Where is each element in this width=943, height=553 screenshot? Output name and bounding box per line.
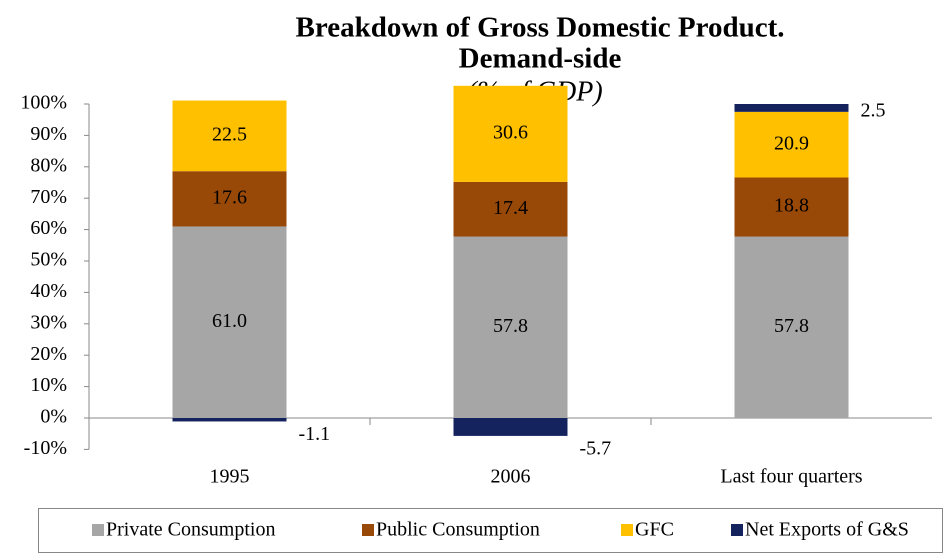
legend-label: Public Consumption (376, 519, 540, 541)
legend-box (38, 508, 943, 553)
y-tick-label: 40% (30, 280, 67, 302)
value-label: 20.9 (774, 132, 809, 154)
bar-segment (172, 100, 287, 172)
legend-swatch (621, 524, 633, 536)
chart-title: Breakdown of Gross Domestic Product. (296, 12, 785, 44)
legend-swatch (731, 524, 743, 536)
value-label: 18.8 (774, 195, 809, 217)
bar-segment (453, 181, 568, 237)
bar-segment (453, 236, 568, 418)
bar-segment (172, 226, 287, 418)
y-tick-label: 70% (30, 186, 67, 208)
bar-segment (734, 177, 849, 237)
y-tick-label: 60% (30, 217, 67, 239)
bar-segment (172, 171, 287, 227)
value-label: 57.8 (774, 315, 809, 337)
value-label: 22.5 (212, 123, 247, 145)
value-label: 57.8 (493, 315, 528, 337)
y-tick-label: 10% (30, 374, 67, 396)
value-label: 61.0 (212, 310, 247, 332)
y-tick-label: 90% (30, 123, 67, 145)
legend-swatch (362, 524, 374, 536)
legend-label: Net Exports of G&S (745, 519, 909, 541)
value-label: 17.6 (212, 186, 247, 208)
value-label: 2.5 (861, 100, 886, 122)
y-tick-label: 30% (30, 311, 67, 333)
x-tick-label: 1995 (210, 466, 250, 488)
bar-segment (453, 418, 568, 436)
legend-swatch (92, 524, 104, 536)
bar-segment (734, 236, 849, 418)
value-label: -1.1 (299, 423, 331, 445)
legend-label: Private Consumption (106, 519, 275, 541)
legend-label: GFC (635, 519, 674, 541)
value-label: 30.6 (493, 121, 528, 143)
bar-segment (734, 104, 849, 112)
y-tick-label: 100% (20, 92, 67, 114)
bar-segment (734, 111, 849, 178)
y-tick-label: -10% (24, 437, 67, 459)
y-tick-label: 20% (30, 343, 67, 365)
bar-segment (172, 418, 287, 422)
y-tick-label: 80% (30, 154, 67, 176)
x-tick-label: 2006 (491, 466, 531, 488)
bar-segment (453, 85, 568, 182)
x-tick-label: Last four quarters (720, 466, 862, 488)
y-tick-label: 0% (40, 406, 67, 428)
chart-subtitle: Demand-side (459, 43, 622, 75)
value-label: -5.7 (580, 437, 612, 459)
y-tick-label: 50% (30, 249, 67, 271)
value-label: 17.4 (493, 197, 528, 219)
